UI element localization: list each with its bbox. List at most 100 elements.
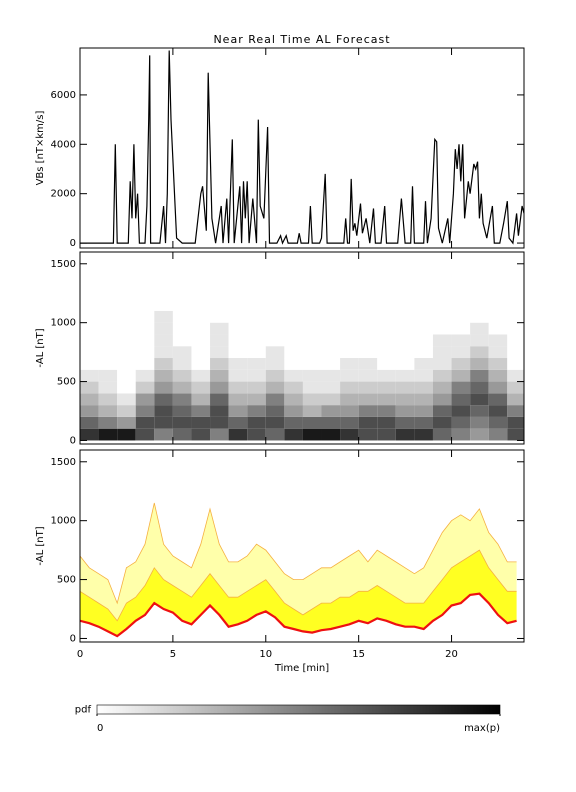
- density-cell: [377, 358, 396, 370]
- density-cell: [247, 416, 266, 429]
- density-cell: [172, 369, 192, 382]
- density-cell: [358, 381, 378, 394]
- density-cell: [377, 310, 396, 323]
- density-cell: [135, 416, 155, 429]
- density-cell: [117, 299, 136, 311]
- density-cell: [117, 346, 136, 359]
- y-tick-label: 1000: [51, 318, 76, 329]
- density-cell: [470, 310, 489, 323]
- density-cell: [507, 358, 524, 370]
- density-cell: [154, 299, 173, 311]
- density-cell: [340, 299, 359, 311]
- density-cell: [340, 416, 359, 429]
- density-cell: [302, 334, 322, 347]
- density-cell: [247, 322, 266, 335]
- density-cell: [488, 381, 508, 394]
- density-cell: [321, 428, 341, 441]
- density-cell: [395, 381, 415, 394]
- density-cell: [135, 381, 155, 394]
- density-cell: [80, 322, 99, 335]
- density-cell: [284, 358, 303, 370]
- density-cell: [488, 405, 508, 417]
- density-cell: [210, 416, 229, 429]
- density-cell: [228, 428, 248, 441]
- density-cell: [80, 428, 99, 441]
- density-cell: [432, 405, 452, 417]
- density-cell: [284, 416, 303, 429]
- density-cell: [98, 416, 118, 429]
- density-cell: [154, 358, 173, 370]
- density-cell: [358, 334, 378, 347]
- x-tick-label: 5: [170, 649, 176, 660]
- density-cell: [265, 358, 285, 370]
- density-cell: [302, 310, 322, 323]
- density-cell: [284, 310, 303, 323]
- density-cell: [172, 358, 192, 370]
- density-cell: [210, 299, 229, 311]
- x-tick-label: 15: [352, 649, 365, 660]
- density-cell: [340, 393, 359, 406]
- density-cell: [98, 393, 118, 406]
- density-cell: [284, 322, 303, 335]
- forecast-band: [80, 503, 517, 621]
- density-cell: [321, 405, 341, 417]
- density-cell: [210, 310, 229, 323]
- density-cell: [228, 416, 248, 429]
- density-cell: [80, 393, 99, 406]
- x-tick-label: 20: [445, 649, 458, 660]
- y-axis-label: VBs [nT×km/s]: [35, 110, 46, 185]
- density-cell: [432, 369, 452, 382]
- colorbar-tick-label: 0: [97, 723, 103, 734]
- density-cell: [470, 369, 489, 382]
- density-cell: [154, 310, 173, 323]
- density-cell: [154, 381, 173, 394]
- density-cell: [210, 428, 229, 441]
- density-cell: [135, 346, 155, 359]
- density-cell: [451, 405, 471, 417]
- density-cell: [432, 381, 452, 394]
- density-cell: [284, 428, 303, 441]
- density-cell: [210, 334, 229, 347]
- density-cell: [470, 299, 489, 311]
- density-cell: [488, 322, 508, 335]
- density-cell: [80, 381, 99, 394]
- density-cell: [210, 322, 229, 335]
- density-cell: [414, 299, 433, 311]
- density-cell: [191, 393, 211, 406]
- density-cell: [488, 310, 508, 323]
- density-cell: [191, 428, 211, 441]
- density-cell: [265, 310, 285, 323]
- density-cell: [507, 346, 524, 359]
- density-cell: [210, 381, 229, 394]
- density-cell: [210, 369, 229, 382]
- density-cell: [210, 358, 229, 370]
- density-cell: [395, 346, 415, 359]
- y-axis-label: -AL [nT]: [35, 328, 46, 367]
- density-cell: [395, 299, 415, 311]
- density-cell: [247, 369, 266, 382]
- density-cell: [488, 334, 508, 347]
- density-cell: [98, 428, 118, 441]
- density-cell: [80, 405, 99, 417]
- colorbar: [96, 704, 501, 715]
- density-cell: [117, 405, 136, 417]
- density-cell: [414, 381, 433, 394]
- density-cell: [395, 358, 415, 370]
- density-cell: [284, 369, 303, 382]
- density-cell: [98, 310, 118, 323]
- density-cell: [507, 334, 524, 347]
- density-cell: [414, 310, 433, 323]
- density-cell: [358, 405, 378, 417]
- density-cell: [191, 299, 211, 311]
- density-cell: [135, 358, 155, 370]
- density-cell: [377, 322, 396, 335]
- density-cell: [451, 369, 471, 382]
- density-cell: [302, 346, 322, 359]
- density-cell: [488, 358, 508, 370]
- density-cell: [358, 358, 378, 370]
- density-cell: [228, 334, 248, 347]
- density-cell: [470, 334, 489, 347]
- density-cell: [154, 393, 173, 406]
- density-cell: [265, 369, 285, 382]
- density-cell: [377, 369, 396, 382]
